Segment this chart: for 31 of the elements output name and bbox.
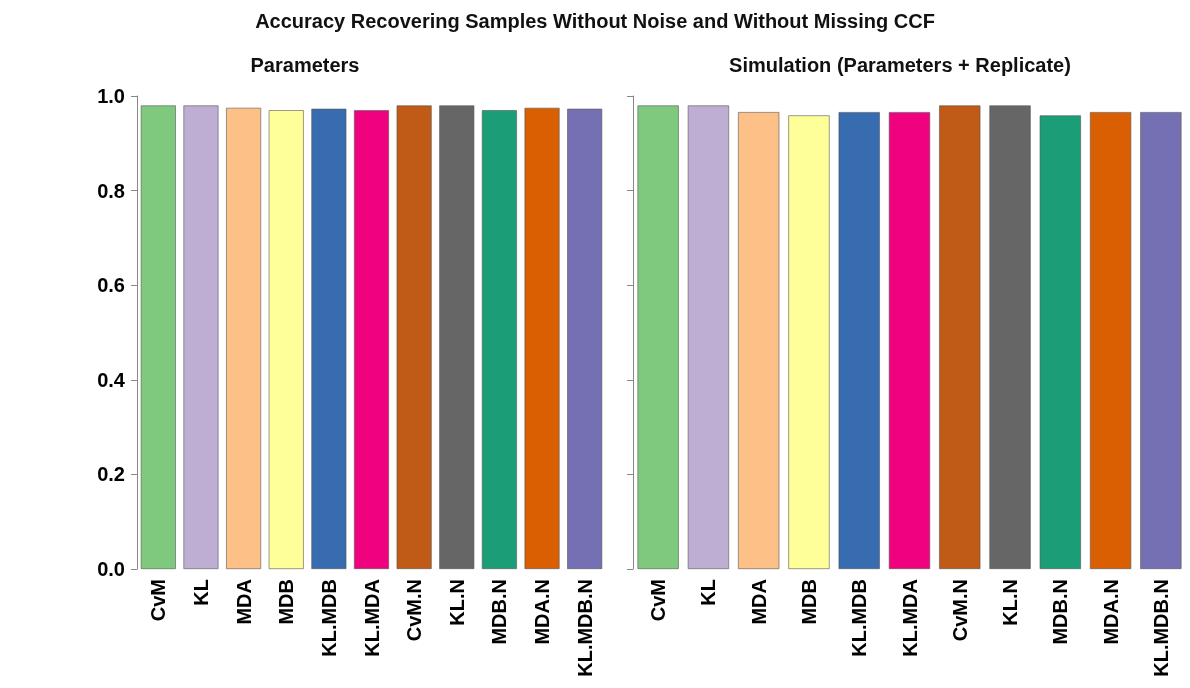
y-tick-label: 1.0	[97, 85, 125, 107]
x-tick-label: KL.MDA	[898, 579, 921, 657]
x-tick-label: KL.N	[999, 579, 1022, 626]
text: Accuracy Recovering Samples Without Noise and Without Missing CCF	[254, 10, 936, 33]
x-tick-label: CvM	[647, 579, 670, 622]
x-tick-label: KL.MDB.N	[1149, 579, 1172, 677]
x-tick-label: MDA	[232, 579, 255, 625]
x-tick-label: CvM	[147, 579, 170, 622]
x-tick-label: KL.MDB	[848, 579, 871, 657]
y-tick-label: 0.0	[97, 558, 125, 580]
x-tick-label: KL.MDA	[360, 579, 383, 657]
chart-title: Simulation (Parameters + Replicate)	[729, 54, 1071, 76]
x-tick-label: MDA.N	[1099, 579, 1122, 645]
x-tick-label: MDB.N	[488, 579, 511, 645]
x-tick-label: KL	[697, 579, 720, 606]
x-tick-label: CvM.N	[948, 579, 971, 642]
chart-title: Parameters	[250, 54, 360, 76]
y-tick-label: 0.2	[97, 463, 125, 486]
x-tick-label: MDA.N	[531, 579, 554, 645]
x-tick-label: MDB.N	[1049, 579, 1072, 645]
x-tick-label: MDB	[275, 579, 298, 625]
y-tick-label: 0.4	[97, 368, 126, 391]
x-tick-label: KL.MDB	[317, 579, 340, 657]
x-tick-label: CvM.N	[403, 579, 426, 642]
y-tick-label: 0.8	[97, 179, 125, 202]
x-tick-label: KL	[189, 579, 212, 606]
y-tick-label: 0.6	[97, 274, 125, 297]
x-tick-label: MDB	[797, 579, 820, 625]
x-tick-label: KL.MDB.N	[573, 579, 596, 677]
x-tick-label: KL.N	[445, 579, 468, 626]
x-tick-label: MDA	[747, 579, 770, 625]
